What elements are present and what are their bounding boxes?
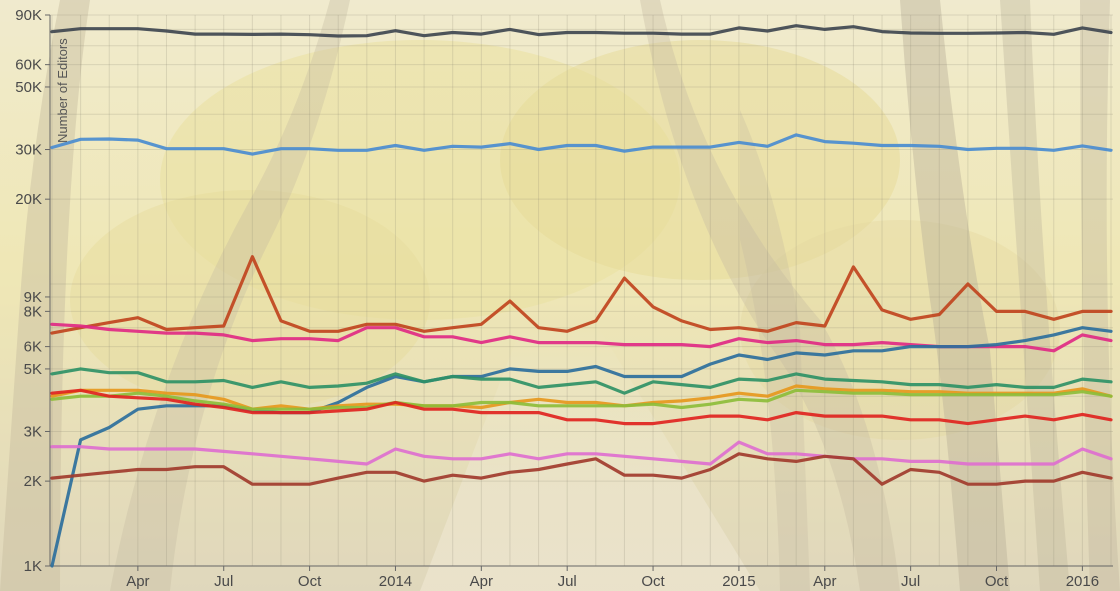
- x-tick-label: 2016: [1066, 573, 1099, 590]
- y-axis-title: Number of Editors: [55, 38, 70, 143]
- x-tick-label: Jul: [901, 573, 920, 590]
- x-tick-label: Jul: [558, 573, 577, 590]
- y-tick-label: 50K: [15, 79, 42, 96]
- x-tick-label: 2014: [379, 573, 412, 590]
- y-tick-label: 30K: [15, 142, 42, 159]
- x-tick-label: Apr: [126, 573, 149, 590]
- x-tick-label: Oct: [298, 573, 322, 590]
- y-tick-label: 5K: [24, 361, 42, 378]
- y-tick-label: 1K: [24, 558, 42, 575]
- x-tick-label: Oct: [985, 573, 1009, 590]
- x-tick-label: 2015: [722, 573, 755, 590]
- x-tick-label: Jul: [214, 573, 233, 590]
- y-tick-label: 60K: [15, 57, 42, 74]
- y-tick-label: 9K: [24, 289, 42, 306]
- y-tick-label: 20K: [15, 191, 42, 208]
- x-tick-label: Apr: [470, 573, 493, 590]
- y-tick-label: 6K: [24, 339, 42, 356]
- x-tick-label: Apr: [813, 573, 836, 590]
- x-tick-label: Oct: [641, 573, 665, 590]
- y-tick-label: 90K: [15, 7, 42, 24]
- y-tick-label: 2K: [24, 473, 42, 490]
- y-tick-label: 3K: [24, 423, 42, 440]
